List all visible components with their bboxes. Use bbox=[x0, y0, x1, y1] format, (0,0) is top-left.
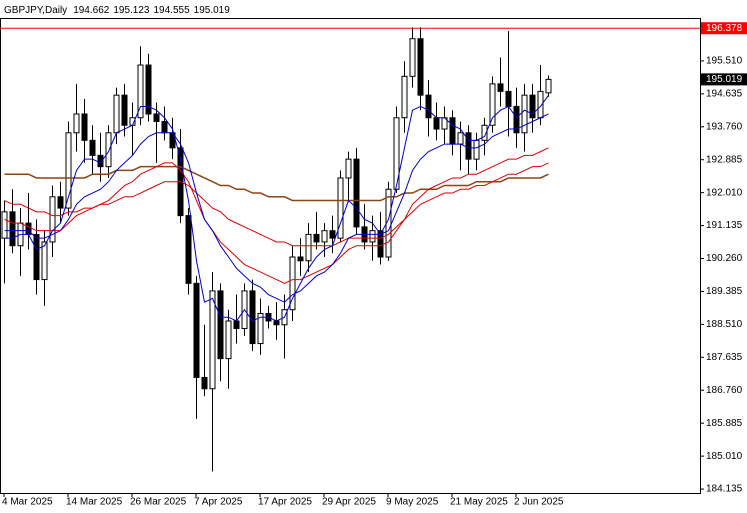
candle-body bbox=[505, 90, 512, 107]
candle-body bbox=[321, 230, 328, 243]
symbol: GBPJPY,Daily bbox=[4, 5, 67, 16]
candle-body bbox=[49, 196, 56, 243]
x-tick-label: 21 May 2025 bbox=[450, 497, 508, 508]
moving-average bbox=[4, 165, 549, 202]
candle-body bbox=[545, 78, 552, 94]
candle-body bbox=[33, 233, 40, 281]
x-tick-label: 4 Mar 2025 bbox=[2, 497, 53, 508]
candle-body bbox=[65, 132, 72, 209]
candle-body bbox=[137, 64, 144, 119]
y-tick-label: 194.635 bbox=[706, 88, 743, 99]
candle-body bbox=[1, 211, 8, 239]
candle-body bbox=[369, 230, 376, 243]
y-tick-label: 186.760 bbox=[706, 385, 743, 396]
candle-body bbox=[329, 230, 336, 239]
x-tick-label: 9 May 2025 bbox=[386, 497, 439, 508]
candle-body bbox=[313, 233, 320, 243]
candle-body bbox=[105, 132, 112, 168]
candle-body bbox=[449, 117, 456, 145]
high-value: 195.123 bbox=[113, 5, 150, 16]
candle-body bbox=[121, 94, 128, 126]
candle-body bbox=[233, 320, 240, 330]
candle-body bbox=[145, 64, 152, 115]
y-tick-label: 195.510 bbox=[706, 56, 743, 67]
level-label-box bbox=[701, 22, 747, 35]
y-tick-label: 190.260 bbox=[706, 253, 743, 264]
x-tick-label: 2 Jun 2025 bbox=[514, 497, 564, 508]
candle-body bbox=[433, 117, 440, 130]
price-label-box bbox=[701, 73, 747, 86]
candle-body bbox=[513, 105, 520, 134]
y-tick-label: 192.010 bbox=[706, 187, 743, 198]
plot-frame bbox=[0, 18, 701, 494]
candle-body bbox=[305, 233, 312, 262]
candle-body bbox=[41, 241, 48, 281]
close-value: 195.019 bbox=[194, 5, 231, 16]
candle-body bbox=[113, 94, 120, 134]
chart-title: GBPJPY,Daily 194.662 195.123 194.555 195.019 bbox=[4, 5, 230, 16]
candle-body bbox=[529, 94, 536, 119]
candle-body bbox=[497, 83, 504, 92]
candle-body bbox=[249, 290, 256, 345]
x-tick-label: 17 Apr 2025 bbox=[258, 497, 312, 508]
x-tick-label: 14 Mar 2025 bbox=[66, 497, 123, 508]
open-value: 194.662 bbox=[73, 5, 110, 16]
candle-body bbox=[209, 290, 216, 390]
candle-body bbox=[273, 320, 280, 326]
candle-body bbox=[345, 158, 352, 179]
candle-body bbox=[97, 154, 104, 168]
candle-body bbox=[393, 117, 400, 190]
level-label: 196.378 bbox=[706, 23, 743, 34]
y-tick-label: 187.635 bbox=[706, 352, 743, 363]
candle-body bbox=[289, 256, 296, 311]
candle-body bbox=[489, 83, 496, 126]
x-tick-label: 29 Apr 2025 bbox=[322, 497, 376, 508]
y-tick-label: 188.510 bbox=[706, 319, 743, 330]
candle-body bbox=[401, 75, 408, 119]
y-tick-label: 193.760 bbox=[706, 121, 743, 132]
x-tick-label: 7 Apr 2025 bbox=[194, 497, 243, 508]
candle-body bbox=[425, 94, 432, 119]
price-label: 195.019 bbox=[706, 74, 743, 85]
y-tick-label: 191.135 bbox=[706, 220, 743, 231]
low-value: 194.555 bbox=[154, 5, 191, 16]
x-tick-label: 26 Mar 2025 bbox=[130, 497, 187, 508]
candle-body bbox=[193, 282, 200, 378]
candle-body bbox=[417, 38, 424, 96]
candle-body bbox=[73, 113, 80, 134]
candle-body bbox=[457, 132, 464, 145]
y-tick-label: 185.885 bbox=[706, 418, 743, 429]
y-tick-label: 184.135 bbox=[706, 484, 743, 495]
candle-body bbox=[57, 196, 64, 209]
candle-body bbox=[377, 230, 384, 258]
y-tick-label: 185.010 bbox=[706, 451, 743, 462]
candle-body bbox=[521, 94, 528, 134]
candle-body bbox=[161, 121, 168, 134]
candle-body bbox=[465, 132, 472, 160]
candle-body bbox=[409, 38, 416, 77]
candle-body bbox=[225, 320, 232, 360]
candle-body bbox=[297, 256, 304, 262]
y-tick-label: 192.885 bbox=[706, 154, 743, 165]
candle-body bbox=[9, 211, 16, 247]
candle-body bbox=[201, 376, 208, 390]
candle-body bbox=[337, 177, 344, 239]
candle-body bbox=[81, 113, 88, 141]
candle-body bbox=[473, 139, 480, 160]
y-tick-label: 189.385 bbox=[706, 286, 743, 297]
candle-body bbox=[185, 215, 192, 284]
moving-average bbox=[4, 94, 549, 322]
candle-body bbox=[481, 124, 488, 141]
candle-body bbox=[153, 113, 160, 123]
candle-body bbox=[89, 139, 96, 156]
moving-average bbox=[4, 113, 549, 303]
candle-body bbox=[217, 290, 224, 360]
candle-body bbox=[257, 312, 264, 345]
moving-average bbox=[4, 147, 549, 284]
candle-body bbox=[353, 158, 360, 228]
